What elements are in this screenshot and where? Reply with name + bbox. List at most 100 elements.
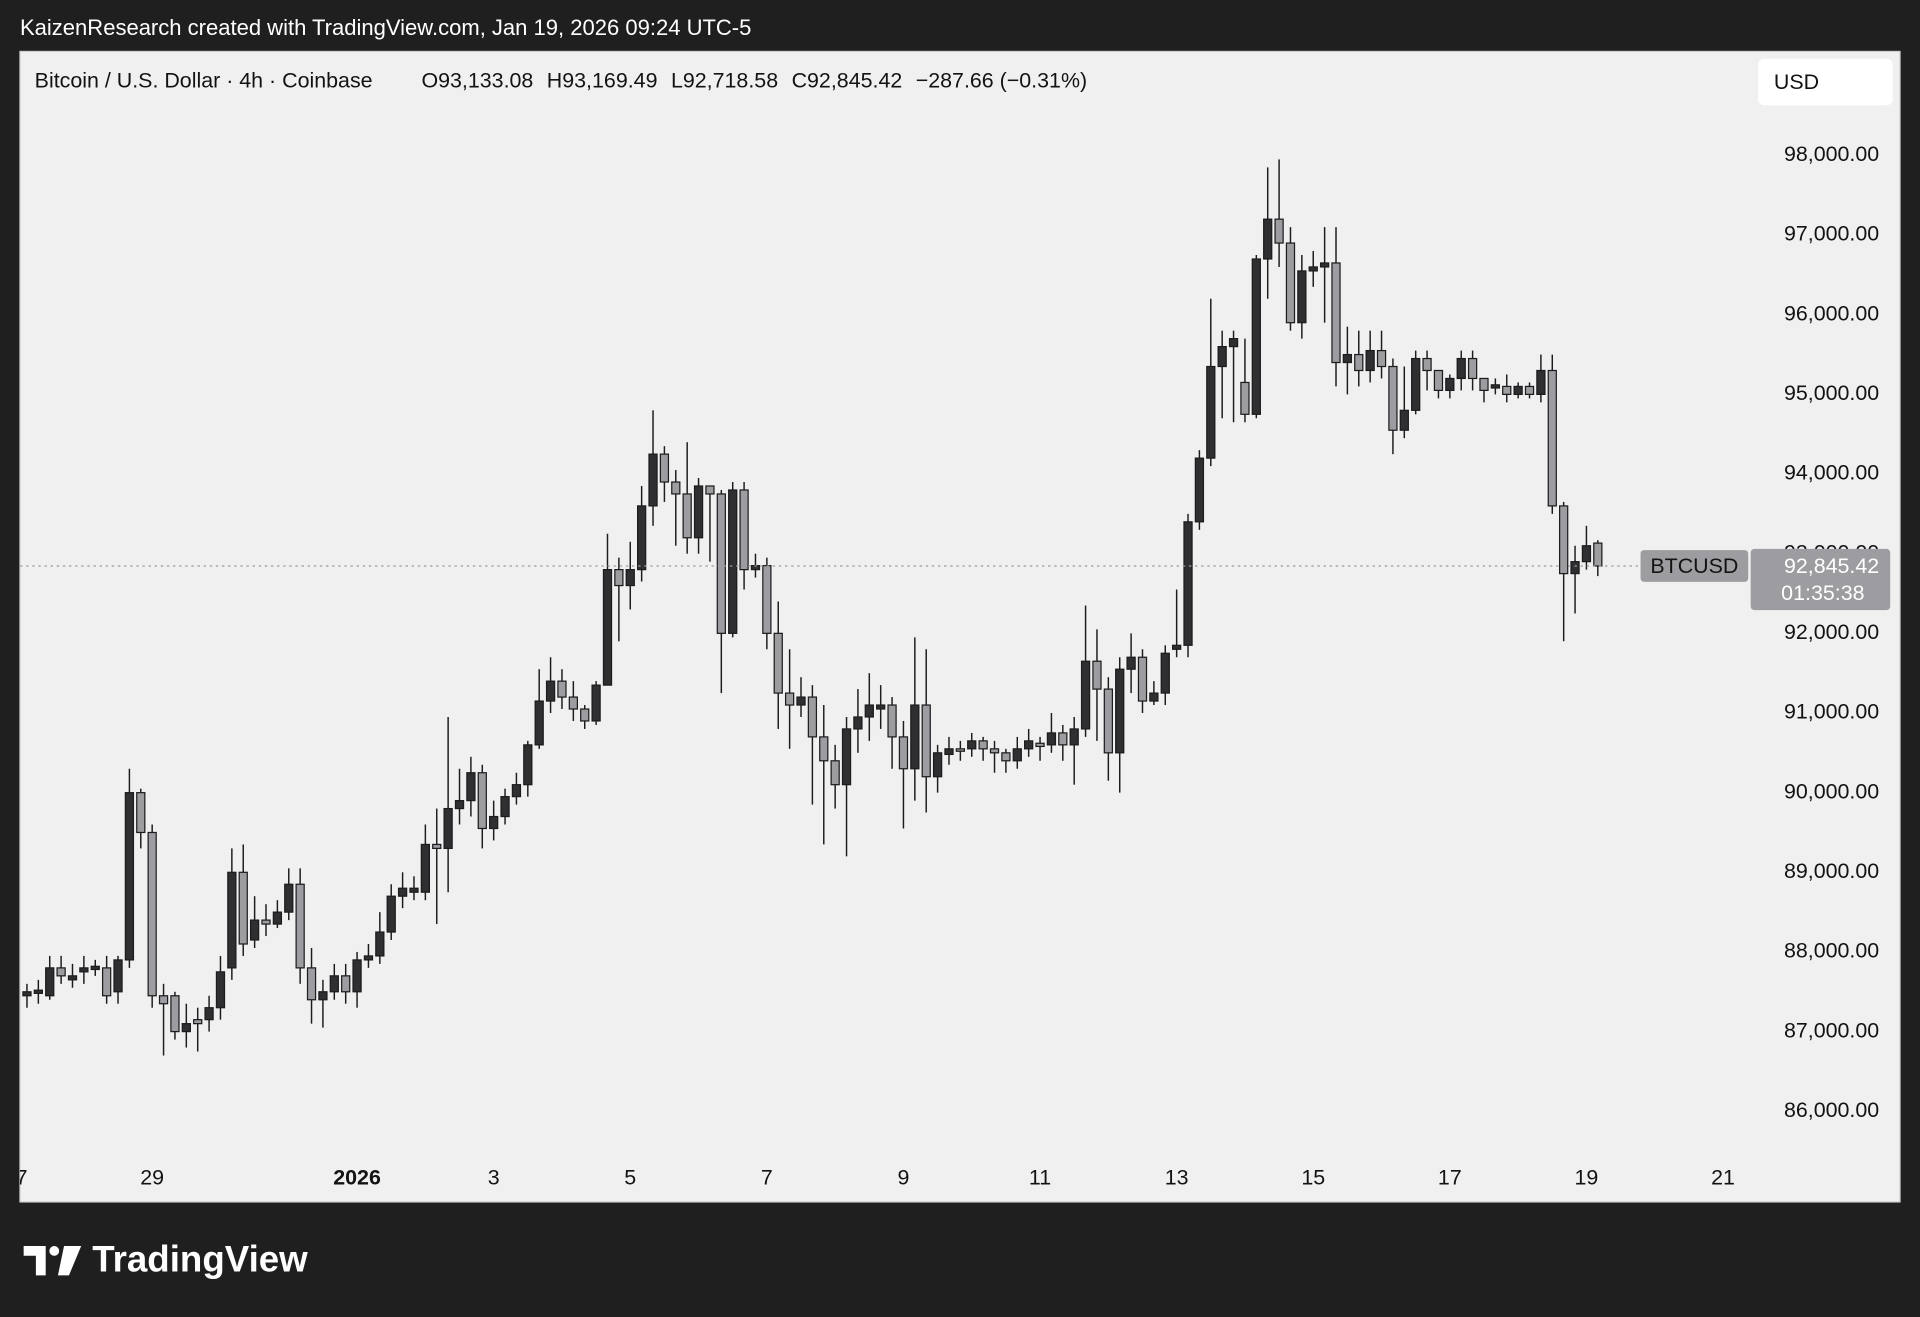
- y-tick-label: 91,000.00: [1784, 700, 1879, 724]
- candle-body: [249, 919, 260, 941]
- countdown: 01:35:38: [1781, 581, 1864, 605]
- attribution: KaizenResearch created with TradingView.…: [20, 15, 751, 40]
- x-tick-label: 11: [1029, 1165, 1051, 1189]
- candle-body: [1559, 505, 1569, 575]
- ohlc-value: C92,845.42: [792, 69, 903, 93]
- candle-body: [1502, 385, 1512, 396]
- candle-body: [238, 871, 248, 945]
- y-tick-label: 96,000.00: [1784, 301, 1879, 325]
- candle-body: [773, 632, 783, 694]
- candle-body: [1001, 752, 1011, 762]
- candle-body: [523, 744, 533, 786]
- candle-body: [1149, 692, 1159, 702]
- x-tick-label: 15: [1301, 1165, 1325, 1189]
- candle-body: [887, 704, 897, 738]
- candle-body: [1467, 357, 1478, 380]
- y-tick-label: 90,000.00: [1784, 779, 1879, 803]
- candle-body: [1228, 338, 1239, 348]
- candle-body: [101, 967, 112, 997]
- candle-body: [1092, 660, 1102, 690]
- candle-body: [352, 959, 362, 993]
- candle-body: [386, 895, 396, 933]
- candle-body: [944, 748, 954, 756]
- candle-body: [1342, 353, 1353, 364]
- candle-body: [466, 772, 476, 802]
- candle-body: [1126, 656, 1136, 670]
- candle-body: [409, 887, 419, 893]
- candle-body: [807, 696, 818, 738]
- candle-body: [227, 871, 237, 969]
- candle-body: [693, 485, 704, 539]
- candle-body: [489, 815, 499, 830]
- candle-body: [876, 704, 886, 710]
- y-tick-label: 94,000.00: [1784, 461, 1879, 485]
- candle-body: [1080, 660, 1091, 730]
- candle-body: [1251, 258, 1261, 415]
- currency[interactable]: USD: [1774, 70, 1819, 94]
- candle-body: [932, 752, 943, 778]
- candle-body: [1103, 688, 1113, 754]
- y-tick-label: 92,000.00: [1784, 620, 1879, 644]
- candle-body: [1422, 357, 1432, 372]
- candle-body: [921, 704, 931, 778]
- symbol-label: BTCUSD: [1650, 554, 1738, 578]
- candle-body: [841, 728, 852, 786]
- candle-body: [978, 740, 988, 750]
- ohlc-value: L92,718.58: [671, 69, 778, 93]
- candle-body: [204, 1007, 214, 1021]
- x-tick-label: 5: [624, 1165, 636, 1189]
- x-tick-label: 29: [140, 1165, 164, 1189]
- candle-body: [682, 493, 692, 539]
- logo-icon: [23, 1246, 46, 1276]
- ohlc-value: −287.66 (−0.31%): [916, 69, 1087, 93]
- x-axis: 27 29 2026 3 5 7 9 11 13 15 17 19 21: [4, 1165, 1735, 1189]
- candle-body: [853, 716, 863, 730]
- y-tick-label: 95,000.00: [1784, 381, 1879, 405]
- candle-body: [1319, 262, 1330, 268]
- candle-body: [1433, 369, 1444, 392]
- candle-body: [443, 807, 453, 850]
- x-tick-label: 17: [1438, 1165, 1462, 1189]
- candle-body: [1024, 740, 1034, 750]
- candle-body: [1354, 353, 1364, 372]
- currency-box[interactable]: [1758, 58, 1893, 106]
- candle-body: [1297, 270, 1307, 324]
- x-tick-label: 21: [1711, 1165, 1735, 1189]
- candle-body: [819, 736, 829, 762]
- candle-body: [1046, 732, 1057, 746]
- candle-body: [1285, 242, 1296, 324]
- candle-body: [671, 481, 681, 495]
- x-tick-label: 27: [4, 1165, 28, 1189]
- candle-body: [955, 748, 966, 752]
- x-tick-label: 3: [488, 1165, 500, 1189]
- candle-body: [591, 684, 601, 722]
- candle-body: [1183, 521, 1193, 646]
- candle-body: [500, 796, 510, 818]
- x-tick-label: 2026: [333, 1165, 381, 1189]
- candle-body: [716, 493, 726, 634]
- candle-body: [830, 760, 840, 786]
- candle-body: [989, 748, 1000, 754]
- candle-body: [1593, 542, 1603, 567]
- candle-body: [545, 680, 556, 702]
- last-price-label: 92,845.42: [1784, 554, 1879, 578]
- candle-body: [1445, 377, 1455, 392]
- candle-body: [898, 736, 909, 770]
- candle-body: [432, 843, 442, 850]
- candle-body: [557, 680, 567, 698]
- candle-body: [1263, 218, 1273, 260]
- candle-body: [477, 772, 487, 830]
- candle-body: [1536, 369, 1546, 396]
- logo-text: TradingView: [92, 1239, 308, 1280]
- candle-body: [295, 883, 305, 969]
- candle-body: [1331, 262, 1341, 364]
- candle-body: [1194, 457, 1205, 523]
- candle-body: [739, 489, 749, 571]
- candle-body: [967, 740, 977, 750]
- candle-body: [420, 843, 431, 893]
- candle-body: [580, 708, 590, 722]
- candle-body: [318, 991, 328, 1001]
- candle-body: [181, 1023, 191, 1033]
- logo-icon: [57, 1246, 82, 1276]
